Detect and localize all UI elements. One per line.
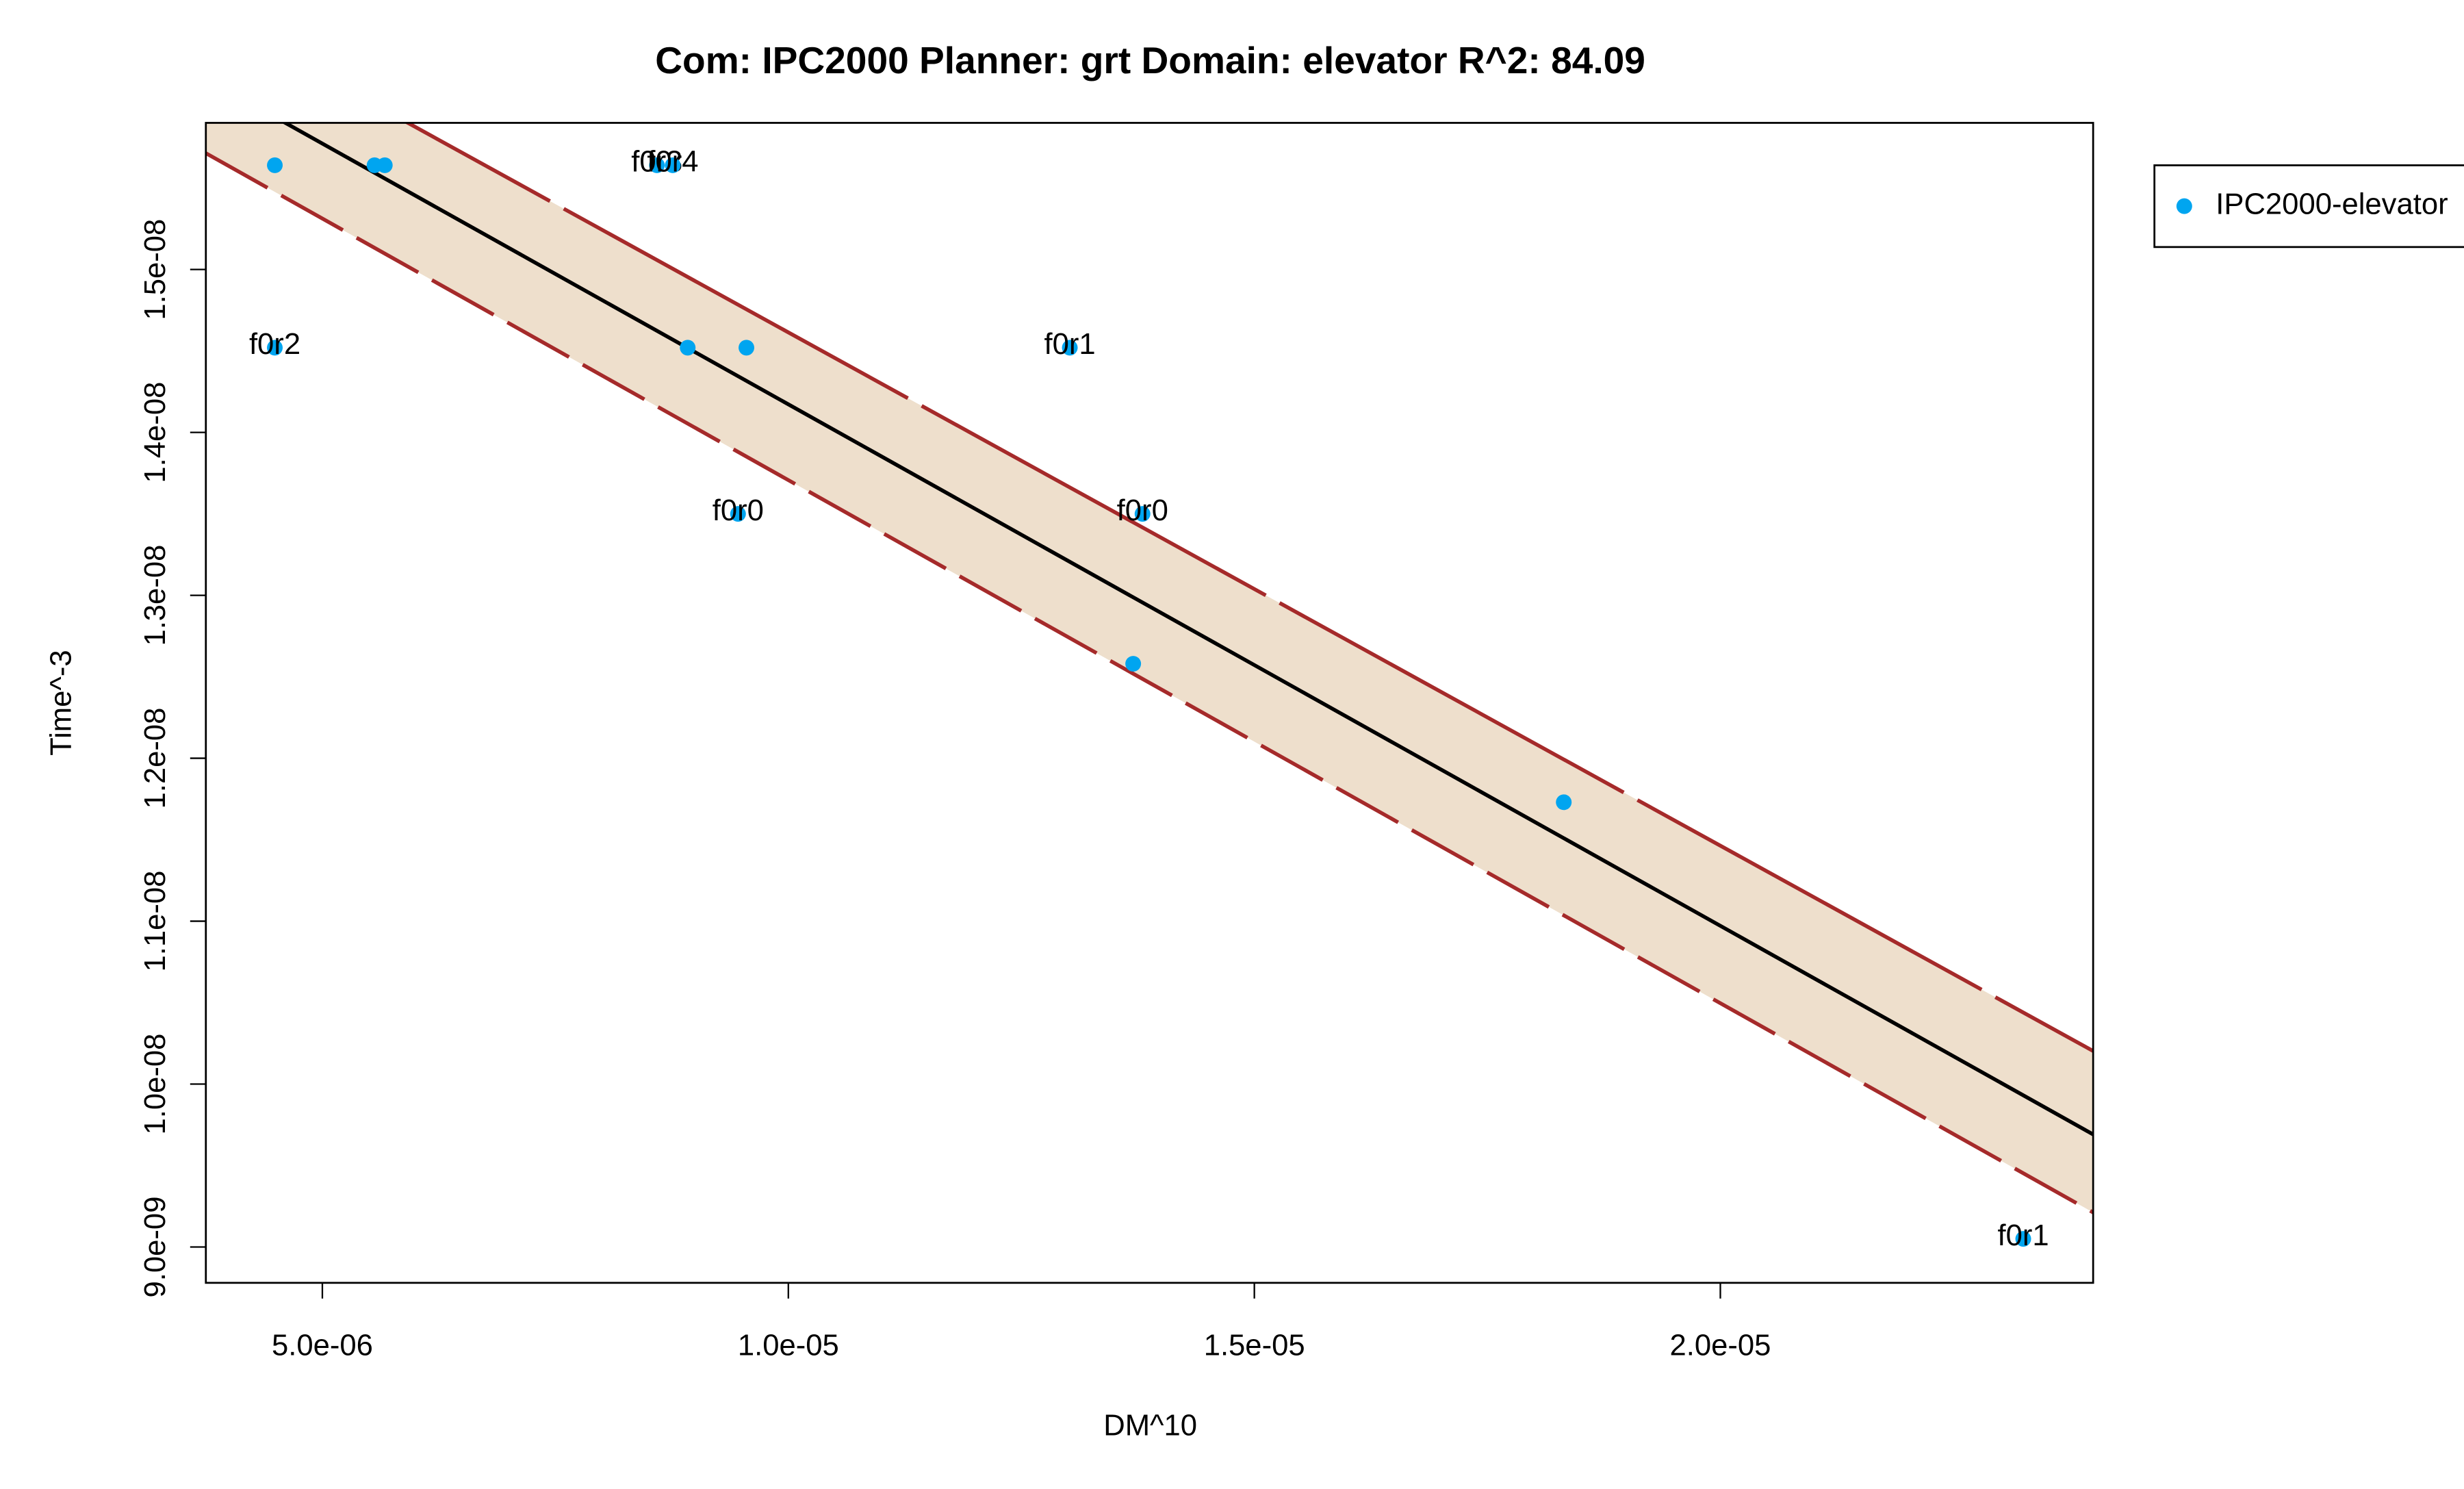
y-axis-title: Time^-3	[44, 650, 77, 756]
confidence-band	[205, 123, 2094, 1213]
plot-frame	[205, 122, 2094, 1284]
x-tick-label: 1.5e-05	[1204, 1329, 1305, 1362]
data-point	[267, 157, 283, 173]
regression-line	[281, 123, 2094, 1136]
chart-title: Com: IPC2000 Planner: grt Domain: elevat…	[655, 39, 1645, 81]
data-point	[1125, 656, 1142, 672]
y-tick-label: 1.1e-08	[139, 871, 172, 972]
point-label: f0r4	[647, 146, 698, 179]
data-point	[739, 340, 755, 356]
data-point	[680, 340, 696, 356]
point-label: f0r0	[713, 494, 764, 527]
data-point	[665, 157, 681, 173]
x-tick-label: 1.0e-05	[738, 1329, 839, 1362]
legend-label: IPC2000-elevator	[2216, 188, 2448, 221]
point-label: f0r0	[1117, 494, 1168, 527]
data-point	[649, 157, 665, 173]
plot-area	[205, 123, 2094, 1214]
point-label: f0r1	[1044, 328, 1095, 361]
x-tick-label: 5.0e-06	[272, 1329, 373, 1362]
data-point	[267, 340, 283, 356]
data-point	[1556, 794, 1572, 811]
upper-bound-line	[404, 123, 2094, 1053]
y-tick-label: 1.5e-08	[139, 219, 172, 320]
legend-box	[2153, 164, 2464, 249]
point-label: f0r2	[249, 328, 300, 361]
y-tick-label: 1.0e-08	[139, 1034, 172, 1135]
y-tick-label: 1.4e-08	[139, 382, 172, 483]
x-axis-title: DM^10	[1103, 1410, 1197, 1442]
y-tick-label: 9.0e-09	[139, 1197, 172, 1298]
data-point	[1134, 506, 1151, 522]
y-tick-label: 1.2e-08	[139, 708, 172, 809]
data-point	[1062, 340, 1078, 356]
legend-marker	[2176, 198, 2192, 214]
data-point	[376, 157, 393, 173]
data-point	[730, 506, 746, 522]
x-tick-label: 2.0e-05	[1670, 1329, 1771, 1362]
lower-bound-line	[205, 151, 2094, 1214]
y-tick-label: 1.3e-08	[139, 545, 172, 646]
point-label: f0r1	[1997, 1219, 2049, 1252]
data-point	[2015, 1231, 2031, 1247]
